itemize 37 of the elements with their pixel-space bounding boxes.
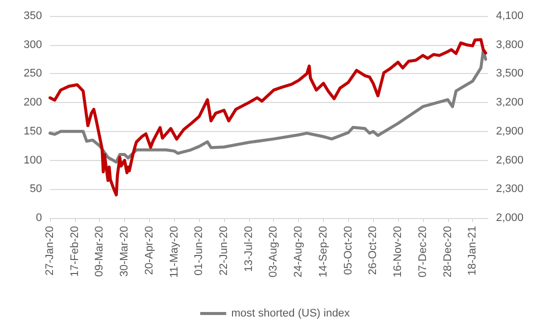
x-tick-label: 01-Jun-20	[193, 226, 206, 276]
y2-tick-label: 2,900	[496, 125, 524, 138]
y-tick-label: 250	[24, 68, 42, 80]
y2-tick-label: 3,200	[496, 96, 524, 109]
y2-tick-label: 3,500	[496, 68, 524, 80]
x-tick-label: 24-Aug-20	[292, 226, 305, 278]
x-tick-label: 11-May-20	[168, 226, 180, 278]
x-tick-label: 05-Oct-20	[342, 226, 354, 275]
y-tick-label: 50	[30, 183, 42, 196]
y-tick-label: 100	[24, 154, 42, 166]
line-series	[48, 38, 488, 196]
y2-tick-label: 2,300	[496, 183, 524, 196]
x-tick-label: 20-Apr-20	[143, 226, 156, 275]
x-tick-label: 26-Oct-20	[367, 226, 380, 275]
x-tick-label: 18-Jan-21	[466, 226, 479, 276]
x-tick-label: 03-Aug-20	[268, 226, 280, 278]
x-tick-label: 27-Jan-20	[44, 226, 56, 276]
x-tick-label: 28-Dec-20	[442, 226, 454, 278]
legend-label: most shorted (US) index	[231, 308, 350, 320]
x-tick-label: 14-Sep-20	[317, 226, 330, 278]
x-tick-label: 16-Nov-20	[392, 226, 404, 278]
x-tick-label: 30-Mar-20	[118, 226, 131, 277]
y-tick-label: 200	[24, 96, 42, 109]
y-tick-label: 350	[24, 10, 42, 22]
x-tick-label: 17-Feb-20	[68, 226, 81, 277]
y-tick-label: 0	[36, 212, 42, 224]
x-tick-label: 09-Mar-20	[94, 226, 106, 277]
y2-tick-label: 4,100	[496, 10, 524, 22]
y-tick-label: 300	[24, 38, 42, 51]
y2-tick-label: 3,800	[496, 38, 524, 51]
y2-tick-label: 2,600	[496, 154, 524, 166]
x-tick-label: 07-Dec-20	[416, 226, 429, 278]
y2-tick-label: 2,000	[496, 212, 524, 224]
line-series	[48, 49, 488, 164]
x-tick-label: 22-Jun-20	[218, 226, 230, 276]
x-tick-label: 13-Jul-20	[242, 226, 255, 272]
y-tick-label: 150	[24, 125, 42, 138]
